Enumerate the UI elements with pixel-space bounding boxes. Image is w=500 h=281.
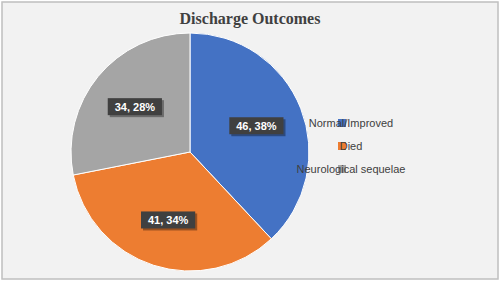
svg-text:41, 34%: 41, 34%: [148, 214, 189, 226]
svg-text:Discharge Outcomes: Discharge Outcomes: [180, 10, 321, 28]
svg-text:34, 28%: 34, 28%: [115, 101, 156, 113]
svg-text:Normal/Improved: Normal/Improved: [309, 117, 393, 129]
svg-text:46, 38%: 46, 38%: [236, 120, 277, 132]
svg-text:Neurological sequelae: Neurological sequelae: [297, 163, 406, 175]
svg-text:Died: Died: [340, 140, 363, 152]
